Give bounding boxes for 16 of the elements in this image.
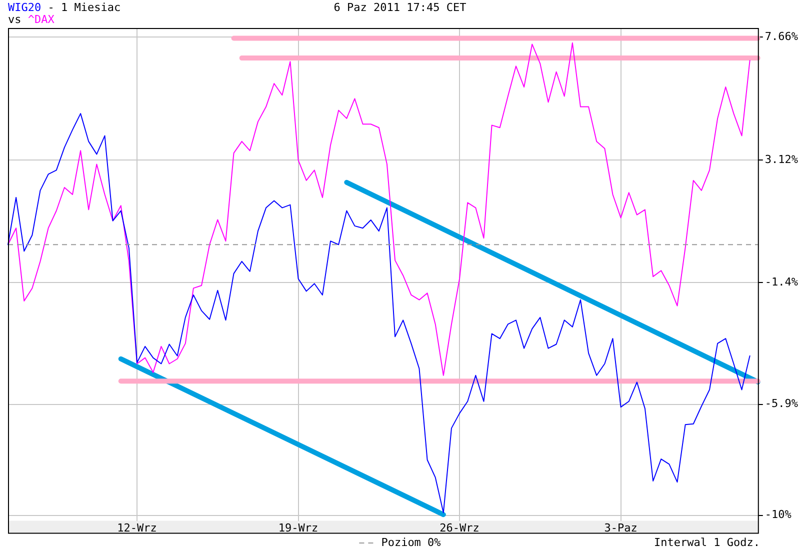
y-tick-label: -1.4%: [764, 275, 798, 288]
chart-title: 6 Paz 2011 17:45 CET: [334, 1, 466, 14]
x-tick-label: 3-Paz: [604, 521, 638, 534]
text: Interwal 1 Godz.: [654, 536, 760, 549]
x-tick-label: 19-Wrz: [278, 521, 318, 534]
x-tick-label: 26-Wrz: [440, 521, 480, 534]
y-tick-label: 7.66%: [764, 30, 798, 44]
y-tick-label: -5.9%: [764, 397, 798, 410]
text: WIG20: [8, 1, 42, 14]
text: ^DAX: [28, 13, 54, 26]
legend-label: Poziom 0%: [381, 536, 442, 549]
y-tick-label: -10%: [764, 508, 792, 522]
x-tick-label: 12-Wrz: [117, 521, 157, 534]
chart-subtitle: - 1 Miesiac: [48, 1, 121, 14]
y-tick-label: 3.12%: [764, 152, 798, 166]
text: vs: [8, 13, 22, 26]
